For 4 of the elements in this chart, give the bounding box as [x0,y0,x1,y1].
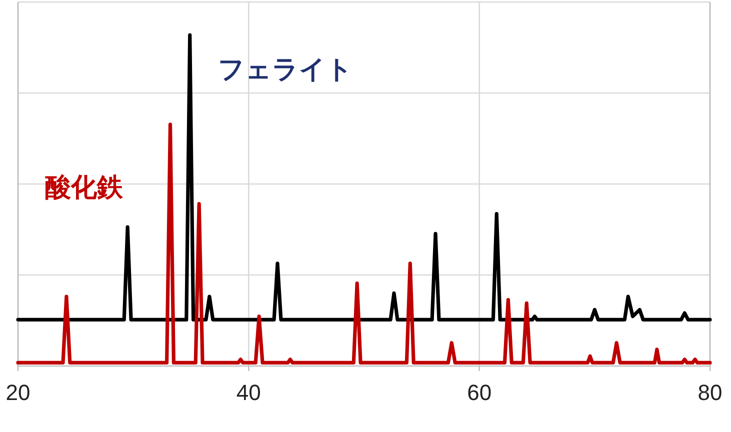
x-tick-label: 40 [236,380,261,405]
x-tick-label: 80 [698,380,722,405]
x-tick-label: 20 [6,380,30,405]
x-tick-label: 60 [467,380,492,405]
